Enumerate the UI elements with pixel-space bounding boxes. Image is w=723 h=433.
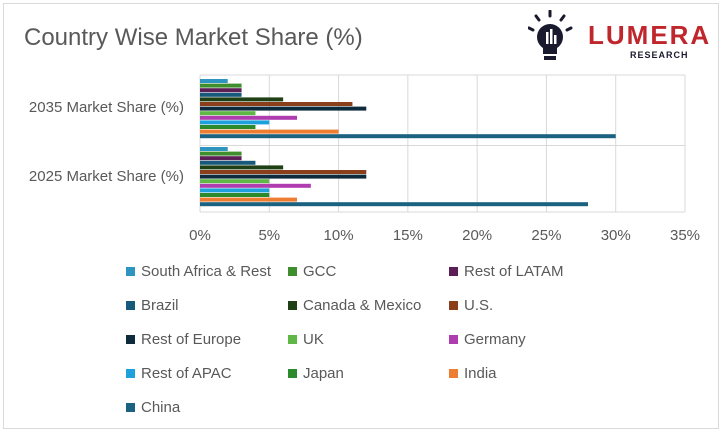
bar <box>200 115 297 120</box>
legend-label: UK <box>303 330 324 348</box>
x-tick-label: 0% <box>189 227 211 244</box>
legend-swatch <box>126 334 135 344</box>
bar <box>200 83 242 88</box>
legend-label: GCC <box>303 262 337 280</box>
bar <box>200 92 242 97</box>
bar <box>200 156 242 161</box>
bar <box>200 120 270 125</box>
bar <box>200 129 339 134</box>
logo-subtitle: RESEARCH <box>630 50 689 60</box>
x-tick-label: 20% <box>462 227 492 244</box>
legend-item: U.S. <box>449 296 566 314</box>
legend-swatch <box>126 300 135 310</box>
bar <box>200 193 270 197</box>
bar <box>200 88 242 93</box>
legend-item: Rest of LATAM <box>449 262 566 280</box>
bar <box>200 160 256 165</box>
bar <box>200 174 367 179</box>
legend-item: China <box>126 398 288 416</box>
legend-item: Germany <box>449 330 566 348</box>
legend-swatch <box>449 368 458 378</box>
legend-swatch <box>288 368 297 378</box>
legend-label: Japan <box>303 364 344 382</box>
x-tick-label: 25% <box>531 227 561 244</box>
lightbulb-gear-icon <box>527 9 573 60</box>
legend-label: Rest of LATAM <box>464 262 564 280</box>
legend-label: China <box>141 398 181 416</box>
bar <box>200 111 256 116</box>
y-category-label: 2035 Market Share (%) <box>29 99 184 116</box>
x-tick-label: 5% <box>258 227 280 244</box>
legend-item: Brazil <box>126 296 288 314</box>
bar <box>200 106 367 111</box>
x-tick-label: 35% <box>670 227 700 244</box>
legend-label: Brazil <box>141 296 179 314</box>
legend-item: Japan <box>288 364 449 382</box>
bar <box>200 134 616 139</box>
legend-swatch <box>449 300 458 310</box>
legend-swatch <box>126 402 135 412</box>
legend-item: UK <box>288 330 449 348</box>
legend-label: Germany <box>464 330 526 348</box>
legend-swatch <box>126 266 135 276</box>
bar <box>200 202 588 207</box>
bar <box>200 188 270 193</box>
bar <box>200 79 228 83</box>
legend-swatch <box>288 266 297 276</box>
bar <box>200 183 311 188</box>
bar <box>200 179 270 184</box>
x-tick-label: 30% <box>601 227 631 244</box>
y-category-label: 2025 Market Share (%) <box>29 168 184 185</box>
legend-swatch <box>449 334 458 344</box>
bar <box>200 197 297 202</box>
legend-swatch <box>288 334 297 344</box>
bar <box>200 165 284 170</box>
company-logo: LUMERA RESEARCH <box>527 9 713 66</box>
chart-title: Country Wise Market Share (%) <box>24 24 363 51</box>
logo-wordmark: LUMERA <box>588 20 712 50</box>
legend-item: India <box>449 364 566 382</box>
legend-item: South Africa & Rest <box>126 262 288 280</box>
chart-legend: South Africa & Rest GCC Rest of LATAM Brazi… <box>126 262 566 416</box>
legend-label: Canada & Mexico <box>303 296 422 314</box>
bar <box>200 151 242 156</box>
legend-swatch <box>288 300 297 310</box>
legend-label: Rest of APAC <box>141 364 232 382</box>
legend-label: South Africa & Rest <box>141 262 272 280</box>
bar <box>200 97 284 102</box>
bar <box>200 125 256 129</box>
legend-item: Rest of Europe <box>126 330 288 348</box>
legend-item: Rest of APAC <box>126 364 288 382</box>
legend-label: U.S. <box>464 296 494 314</box>
x-tick-label: 15% <box>393 227 423 244</box>
chart-frame <box>3 3 719 429</box>
legend-swatch <box>449 266 458 276</box>
legend-swatch <box>126 368 135 378</box>
bar <box>200 102 353 106</box>
legend-item: GCC <box>288 262 449 280</box>
bar <box>200 147 228 151</box>
x-tick-label: 10% <box>324 227 354 244</box>
bar <box>200 170 367 174</box>
legend-label: India <box>464 364 497 382</box>
legend-label: Rest of Europe <box>141 330 242 348</box>
legend-item: Canada & Mexico <box>288 296 449 314</box>
